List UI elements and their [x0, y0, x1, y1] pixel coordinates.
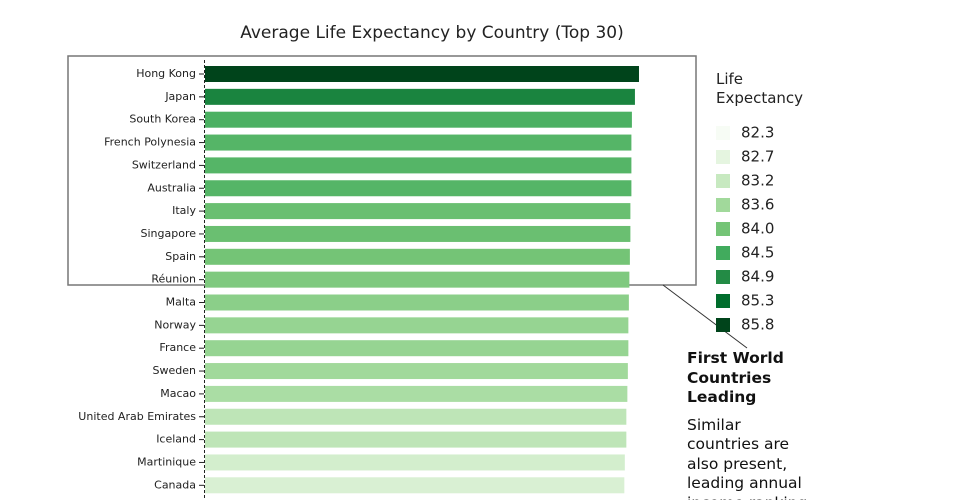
y-tick-label: Australia [147, 181, 196, 194]
legend-label: 83.6 [741, 196, 774, 214]
bar [205, 363, 628, 380]
bar [205, 248, 630, 265]
bar [205, 134, 632, 151]
y-tick-label: Japan [164, 90, 196, 103]
annotation-title: First World Countries Leading [687, 349, 784, 406]
y-tick-label: Iceland [156, 433, 196, 446]
bar [205, 111, 632, 128]
legend-label: 84.9 [741, 268, 774, 286]
bar [205, 157, 632, 174]
bar [205, 477, 625, 494]
y-tick-label: United Arab Emirates [78, 410, 196, 423]
annotation: First World Countries Leading Similar co… [687, 349, 809, 500]
y-tick-label: Malta [166, 296, 196, 309]
legend-swatch [716, 246, 730, 260]
bar [205, 66, 639, 82]
bar [205, 203, 631, 220]
legend-swatch [716, 270, 730, 284]
legend-swatch [716, 174, 730, 188]
bar [205, 225, 631, 242]
legend-label: 84.5 [741, 244, 774, 262]
legend-swatch [716, 222, 730, 236]
annotation-line [662, 284, 748, 349]
bar [205, 317, 629, 334]
y-tick-label: Hong Kong [136, 67, 196, 80]
y-tick-label: Italy [172, 204, 196, 217]
legend-label: 85.3 [741, 292, 774, 310]
legend-label: 82.7 [741, 148, 774, 166]
y-tick-label: Canada [154, 478, 196, 491]
legend-swatch [716, 126, 730, 140]
y-tick-label: Réunion [151, 273, 196, 286]
y-tick-label: Norway [154, 318, 196, 331]
y-tick-label: Switzerland [132, 158, 196, 171]
legend-swatch [716, 318, 730, 332]
y-tick-label: French Polynesia [104, 136, 196, 149]
bar [205, 408, 627, 425]
legend-swatch [716, 198, 730, 212]
legend-title: Life Expectancy [716, 70, 804, 107]
bar [205, 180, 632, 197]
y-tick-label: France [159, 341, 196, 354]
bar [205, 294, 629, 311]
legend-swatch [716, 294, 730, 308]
legend-label: 82.3 [741, 124, 774, 142]
bar [205, 431, 627, 448]
legend-swatch [716, 150, 730, 164]
legend-label: 84.0 [741, 220, 774, 238]
y-tick-label: Macao [160, 387, 196, 400]
bar [205, 385, 628, 402]
bar [205, 454, 625, 471]
bar [205, 271, 630, 288]
y-tick-label: Martinique [137, 455, 196, 468]
legend-label: 85.8 [741, 316, 774, 334]
y-tick-label: South Korea [129, 113, 196, 126]
bar [205, 88, 635, 105]
chart-title: Average Life Expectancy by Country (Top … [240, 23, 624, 43]
y-tick-label: Singapore [141, 227, 197, 240]
legend-label: 83.2 [741, 172, 774, 190]
y-tick-label: Spain [165, 250, 196, 263]
y-tick-label: Sweden [153, 364, 196, 377]
annotation-text: Similar countries are also present, lead… [687, 415, 807, 500]
bar [205, 340, 629, 357]
